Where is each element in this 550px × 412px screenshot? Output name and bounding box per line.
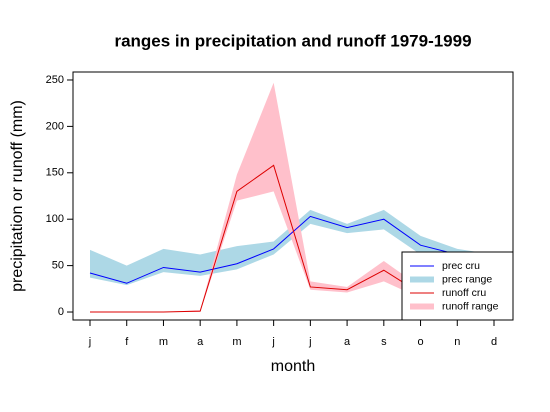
x-tick-label: j bbox=[88, 336, 91, 348]
x-tick-label: a bbox=[344, 336, 351, 348]
y-tick-label: 250 bbox=[46, 74, 64, 86]
y-tick-label: 100 bbox=[46, 213, 64, 225]
x-axis-title: month bbox=[271, 358, 315, 375]
y-axis-title: precipitation or runoff (mm) bbox=[9, 100, 26, 292]
x-tick-label: d bbox=[491, 336, 497, 348]
data-line bbox=[89, 215, 495, 284]
y-tick-label: 0 bbox=[58, 306, 64, 318]
x-tick-label: m bbox=[232, 336, 241, 348]
x-tick-label: a bbox=[197, 336, 204, 348]
y-tick-label: 200 bbox=[46, 120, 64, 132]
x-tick-label: j bbox=[308, 336, 311, 348]
x-tick-label: s bbox=[381, 336, 387, 348]
range-band bbox=[90, 82, 494, 313]
x-tick-label: n bbox=[454, 336, 460, 348]
legend-label: prec cru bbox=[442, 260, 480, 272]
x-tick-label: o bbox=[417, 336, 423, 348]
chart-title: ranges in precipitation and runoff 1979-… bbox=[114, 31, 471, 50]
y-tick-label: 150 bbox=[46, 167, 64, 179]
legend-label: prec range bbox=[442, 273, 492, 285]
x-tick-label: f bbox=[125, 336, 129, 348]
range-band bbox=[90, 209, 494, 286]
legend-label: runoff cru bbox=[442, 287, 486, 299]
legend-label: runoff range bbox=[442, 300, 499, 312]
x-tick-label: j bbox=[271, 336, 274, 348]
y-tick-label: 50 bbox=[52, 260, 64, 272]
x-tick-label: m bbox=[159, 336, 168, 348]
